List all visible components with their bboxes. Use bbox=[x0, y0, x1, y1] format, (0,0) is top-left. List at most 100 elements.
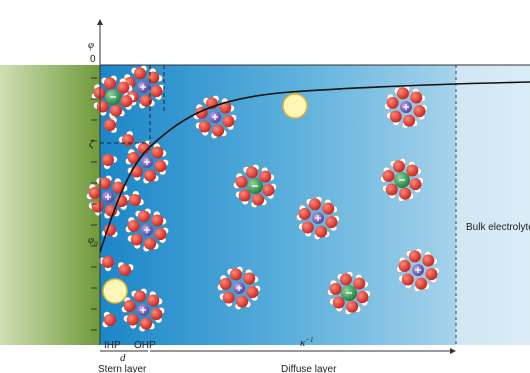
oxygen bbox=[151, 214, 164, 227]
oxygen bbox=[96, 100, 109, 113]
oxygen bbox=[150, 308, 163, 321]
oxygen bbox=[102, 256, 114, 268]
oxygen bbox=[332, 296, 345, 309]
oxygen bbox=[245, 166, 258, 179]
oxygen bbox=[144, 237, 157, 250]
oxygen bbox=[91, 200, 104, 213]
oxygen bbox=[298, 207, 311, 220]
oxygen bbox=[150, 85, 163, 98]
oxygen bbox=[126, 313, 139, 326]
oxygen bbox=[409, 178, 422, 191]
oxygen bbox=[130, 233, 143, 246]
oxygen bbox=[133, 67, 146, 80]
phi0-label: φ0 bbox=[88, 234, 98, 248]
oxygen bbox=[425, 268, 438, 281]
oxygen bbox=[382, 169, 395, 182]
oxygen bbox=[140, 317, 153, 330]
oxygen bbox=[396, 87, 409, 100]
oxygen bbox=[413, 105, 426, 118]
zeta-label: ζ bbox=[89, 138, 95, 150]
oxygen bbox=[325, 216, 338, 229]
oxygen bbox=[322, 202, 335, 215]
oxygen bbox=[88, 186, 101, 199]
oxygen bbox=[120, 95, 133, 108]
oxygen bbox=[137, 142, 150, 155]
oxygen bbox=[133, 290, 146, 303]
oxygen bbox=[123, 299, 136, 312]
ihp-label: IHP bbox=[104, 340, 121, 351]
kappa-symbol: κ bbox=[300, 337, 306, 349]
oxygen bbox=[104, 314, 116, 326]
zero-label: 0 bbox=[90, 54, 96, 65]
oxygen bbox=[385, 183, 398, 196]
oxygen bbox=[104, 119, 116, 131]
oxygen bbox=[398, 259, 411, 272]
oxygen bbox=[151, 146, 164, 159]
oxygen bbox=[154, 160, 167, 173]
oxygen bbox=[222, 291, 235, 304]
oxygen bbox=[356, 291, 369, 304]
diffuse-label: Diffuse layer bbox=[281, 364, 337, 373]
oxygen bbox=[252, 193, 265, 206]
bulk-region bbox=[456, 65, 530, 345]
oxygen bbox=[112, 181, 125, 194]
oxygen bbox=[219, 277, 232, 290]
oxygen bbox=[236, 295, 249, 308]
oxygen bbox=[137, 210, 150, 223]
oxygen bbox=[346, 300, 359, 313]
oxygen bbox=[98, 177, 111, 190]
oxygen bbox=[408, 250, 421, 263]
axis-label: φ bbox=[88, 39, 94, 51]
oxygen bbox=[144, 169, 157, 182]
oxygen bbox=[212, 124, 225, 137]
oxygen bbox=[403, 114, 416, 127]
oxygen bbox=[401, 273, 414, 286]
oxygen bbox=[122, 134, 134, 146]
oxygen bbox=[119, 264, 131, 276]
neutral-molecule bbox=[102, 278, 128, 304]
oxygen bbox=[392, 160, 405, 173]
oxygen bbox=[301, 221, 314, 234]
oxygen bbox=[238, 189, 251, 202]
bulk-label: Bulk electrolyte bbox=[466, 222, 530, 233]
oxygen bbox=[329, 282, 342, 295]
oxygen bbox=[246, 286, 259, 299]
oxygen bbox=[147, 294, 160, 307]
oxygen bbox=[399, 187, 412, 200]
oxygen bbox=[105, 204, 118, 217]
electrode bbox=[0, 65, 100, 345]
d-label: d bbox=[120, 352, 126, 364]
oxygen bbox=[130, 165, 143, 178]
kappa-superscript: −1 bbox=[305, 336, 313, 344]
oxygen bbox=[235, 175, 248, 188]
phi0-symbol: φ bbox=[88, 234, 94, 246]
oxygen bbox=[110, 104, 123, 117]
oxygen bbox=[127, 151, 140, 164]
oxygen bbox=[406, 164, 419, 177]
oxygen bbox=[262, 184, 275, 197]
oxygen bbox=[389, 110, 402, 123]
ohp-label: OHP bbox=[134, 340, 156, 351]
oxygen bbox=[219, 101, 232, 114]
oxygen bbox=[103, 77, 116, 90]
oxygen bbox=[198, 120, 211, 133]
stern-label: Stern layer bbox=[98, 364, 147, 373]
kappa-label: κ−1 bbox=[300, 336, 314, 349]
potential-curve bbox=[99, 81, 530, 253]
molecules bbox=[86, 65, 440, 332]
oxygen bbox=[422, 254, 435, 267]
oxygen bbox=[102, 154, 114, 166]
oxygen bbox=[117, 81, 130, 94]
oxygen bbox=[353, 277, 366, 290]
oxygen bbox=[339, 273, 352, 286]
oxygen bbox=[129, 194, 141, 206]
oxygen bbox=[127, 219, 140, 232]
oxygen bbox=[415, 277, 428, 290]
oxygen bbox=[386, 96, 399, 109]
oxygen bbox=[229, 268, 242, 281]
oxygen bbox=[243, 272, 256, 285]
oxygen bbox=[315, 225, 328, 238]
oxygen bbox=[222, 115, 235, 128]
oxygen bbox=[140, 94, 153, 107]
